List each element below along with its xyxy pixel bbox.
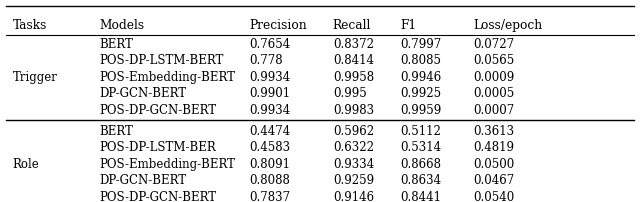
Text: POS-Embedding-BERT: POS-Embedding-BERT <box>99 71 236 84</box>
Text: 0.0500: 0.0500 <box>474 158 515 171</box>
Text: 0.7997: 0.7997 <box>400 38 441 51</box>
Text: 0.8091: 0.8091 <box>250 158 291 171</box>
Text: 0.8372: 0.8372 <box>333 38 374 51</box>
Text: 0.3613: 0.3613 <box>474 125 515 138</box>
Text: 0.5314: 0.5314 <box>400 141 441 154</box>
Text: 0.9259: 0.9259 <box>333 175 374 187</box>
Text: 0.4583: 0.4583 <box>250 141 291 154</box>
Text: Role: Role <box>13 158 40 171</box>
Text: BERT: BERT <box>99 38 133 51</box>
Text: F1: F1 <box>400 19 416 32</box>
Text: DP-GCN-BERT: DP-GCN-BERT <box>99 175 186 187</box>
Text: 0.9959: 0.9959 <box>400 104 441 117</box>
Text: 0.6322: 0.6322 <box>333 141 374 154</box>
Text: 0.9901: 0.9901 <box>250 87 291 100</box>
Text: 0.7837: 0.7837 <box>250 191 291 202</box>
Text: Precision: Precision <box>250 19 307 32</box>
Text: Models: Models <box>99 19 145 32</box>
Text: POS-DP-LSTM-BER: POS-DP-LSTM-BER <box>99 141 216 154</box>
Text: Trigger: Trigger <box>13 71 58 84</box>
Text: 0.9934: 0.9934 <box>250 71 291 84</box>
Text: 0.5112: 0.5112 <box>400 125 441 138</box>
Text: 0.8441: 0.8441 <box>400 191 441 202</box>
Text: 0.0565: 0.0565 <box>474 54 515 67</box>
Text: 0.9334: 0.9334 <box>333 158 374 171</box>
Text: POS-DP-GCN-BERT: POS-DP-GCN-BERT <box>99 191 216 202</box>
Text: 0.9925: 0.9925 <box>400 87 441 100</box>
Text: 0.8088: 0.8088 <box>250 175 291 187</box>
Text: 0.0005: 0.0005 <box>474 87 515 100</box>
Text: 0.7654: 0.7654 <box>250 38 291 51</box>
Text: 0.8085: 0.8085 <box>400 54 441 67</box>
Text: 0.9983: 0.9983 <box>333 104 374 117</box>
Text: 0.8634: 0.8634 <box>400 175 441 187</box>
Text: 0.0467: 0.0467 <box>474 175 515 187</box>
Text: 0.778: 0.778 <box>250 54 284 67</box>
Text: 0.9946: 0.9946 <box>400 71 441 84</box>
Text: BERT: BERT <box>99 125 133 138</box>
Text: Recall: Recall <box>333 19 371 32</box>
Text: 0.0540: 0.0540 <box>474 191 515 202</box>
Text: 0.8414: 0.8414 <box>333 54 374 67</box>
Text: 0.4819: 0.4819 <box>474 141 515 154</box>
Text: 0.0009: 0.0009 <box>474 71 515 84</box>
Text: 0.5962: 0.5962 <box>333 125 374 138</box>
Text: POS-Embedding-BERT: POS-Embedding-BERT <box>99 158 236 171</box>
Text: Tasks: Tasks <box>13 19 47 32</box>
Text: 0.9146: 0.9146 <box>333 191 374 202</box>
Text: 0.8668: 0.8668 <box>400 158 441 171</box>
Text: 0.9958: 0.9958 <box>333 71 374 84</box>
Text: POS-DP-GCN-BERT: POS-DP-GCN-BERT <box>99 104 216 117</box>
Text: Loss/epoch: Loss/epoch <box>474 19 543 32</box>
Text: 0.0727: 0.0727 <box>474 38 515 51</box>
Text: 0.9934: 0.9934 <box>250 104 291 117</box>
Text: 0.0007: 0.0007 <box>474 104 515 117</box>
Text: POS-DP-LSTM-BERT: POS-DP-LSTM-BERT <box>99 54 223 67</box>
Text: 0.4474: 0.4474 <box>250 125 291 138</box>
Text: DP-GCN-BERT: DP-GCN-BERT <box>99 87 186 100</box>
Text: 0.995: 0.995 <box>333 87 367 100</box>
